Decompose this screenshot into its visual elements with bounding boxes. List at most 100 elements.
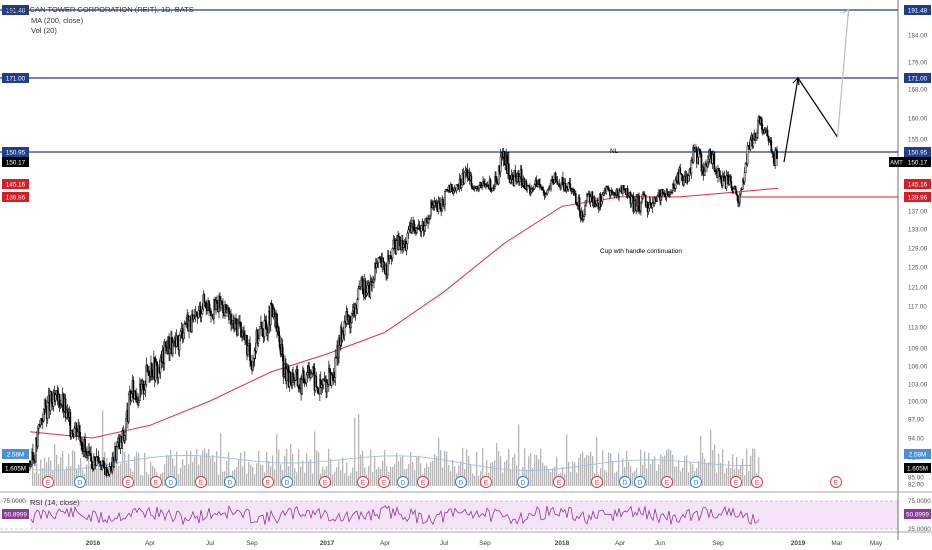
candle-body	[497, 165, 500, 185]
volume-bar	[34, 472, 36, 486]
volume-bar	[196, 448, 198, 486]
volume-bar	[122, 448, 124, 486]
candle-body	[381, 258, 384, 268]
candle-body	[542, 189, 545, 194]
volume-bar	[502, 472, 504, 486]
candle-body	[582, 216, 585, 220]
volume-bar	[544, 465, 546, 486]
candle-body	[395, 240, 398, 254]
price-tick-label: 121.00	[908, 285, 928, 292]
candle-body	[507, 163, 510, 176]
candle-body	[761, 128, 764, 131]
earnings-marker	[195, 476, 207, 488]
candle-body	[514, 170, 517, 178]
rsi-value-badge-left	[2, 509, 29, 519]
candle-body	[347, 317, 350, 321]
volume-bar	[296, 472, 298, 486]
candle-body	[516, 176, 518, 182]
candle-body	[29, 460, 31, 467]
candle-body	[258, 328, 260, 339]
volume-bar	[370, 449, 372, 486]
candle-body	[574, 193, 577, 204]
candle-body	[657, 193, 659, 197]
volume-bar	[662, 456, 664, 486]
candle-body	[746, 145, 749, 165]
candle-body	[654, 197, 657, 201]
volume-bar	[110, 465, 112, 486]
dividend-marker	[224, 476, 236, 488]
candle-body	[154, 361, 157, 381]
dividend-marker	[74, 476, 86, 488]
volume-bar	[64, 469, 66, 486]
earnings-marker-label: E	[484, 480, 489, 487]
candle-body	[383, 261, 385, 270]
volume-bar	[358, 414, 360, 486]
candle-body	[327, 368, 330, 385]
candle-body	[215, 300, 217, 310]
candle-body	[377, 257, 380, 264]
volume-bar	[604, 470, 606, 486]
volume-bar	[62, 451, 64, 486]
volume-bar	[436, 456, 438, 486]
candle-body	[46, 401, 49, 419]
volume-bar	[518, 424, 520, 486]
candle-body	[195, 311, 198, 316]
candle-body	[250, 360, 252, 366]
neckline-annotation: NL	[610, 148, 619, 155]
candle-body	[103, 461, 105, 469]
candle-body	[205, 302, 208, 309]
volume-bar	[340, 469, 342, 486]
right-current-price-label-bg	[904, 157, 931, 167]
earnings-marker	[319, 476, 331, 488]
volume-bar	[626, 450, 628, 486]
volume-bar	[482, 448, 484, 486]
volume-bar	[136, 451, 138, 486]
candle-body	[651, 202, 654, 208]
candle-body	[429, 215, 431, 219]
earnings-marker	[751, 476, 763, 488]
earnings-marker-label: E	[734, 480, 739, 487]
dividend-marker	[455, 476, 467, 488]
candle-body	[774, 149, 776, 167]
left-volume-label-bg	[2, 449, 29, 459]
candle-body	[317, 387, 319, 394]
price-tick-label: 168.00	[908, 87, 928, 94]
volume-bar	[124, 451, 126, 486]
candle-body	[99, 460, 102, 467]
volume-bar	[596, 436, 598, 486]
earnings-marker	[378, 476, 390, 488]
volume-bar	[574, 462, 576, 486]
volume-bar	[660, 454, 662, 486]
volume-bar	[268, 460, 270, 486]
volume-bar	[614, 473, 616, 486]
candle-body	[235, 318, 237, 325]
candle-body	[471, 185, 474, 188]
dividend-marker	[397, 476, 409, 488]
right-level-label-bg	[904, 192, 931, 202]
volume-bar	[386, 466, 388, 486]
candle-body	[681, 174, 683, 182]
volume-bar	[434, 453, 436, 486]
candle-body	[737, 195, 739, 203]
earnings-marker-label: E	[755, 480, 760, 487]
volume-bar	[348, 475, 350, 486]
volume-bar	[490, 462, 492, 486]
candle-body	[237, 323, 239, 336]
volume-bar	[546, 465, 548, 486]
candle-body	[331, 373, 334, 377]
price-tick-label: 129.00	[908, 246, 928, 253]
volume-bar	[702, 452, 704, 486]
candle-body	[305, 374, 308, 384]
candle-body	[71, 430, 74, 435]
volume-bar	[120, 463, 122, 486]
candle-body	[168, 336, 170, 354]
volume-bar	[622, 458, 624, 486]
rsi-upper-label-left: 75.0000	[3, 498, 26, 505]
earnings-marker-label: E	[595, 480, 600, 487]
volume-bar	[300, 466, 302, 486]
left-current-price-label: 150.17	[6, 160, 26, 167]
candle-body	[550, 180, 552, 190]
candle-body	[442, 199, 444, 207]
volume-bar	[668, 448, 670, 486]
